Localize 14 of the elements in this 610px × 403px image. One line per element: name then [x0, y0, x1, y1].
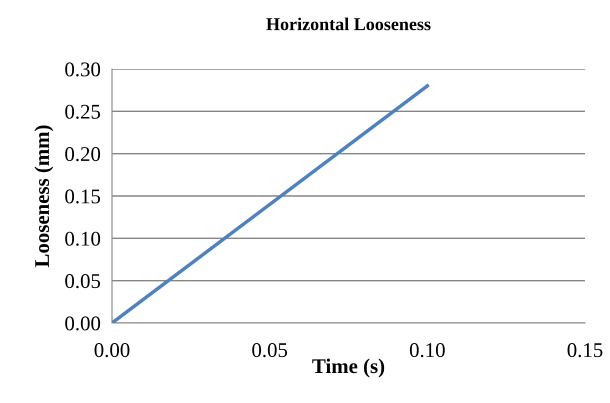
y-tick-label: 0.20 [65, 147, 100, 162]
y-tick-label: 0.15 [65, 189, 100, 204]
x-tick-label: 0.00 [94, 343, 130, 358]
x-axis-title: Time (s) [312, 358, 384, 378]
chart-title: Horizontal Looseness [266, 18, 431, 30]
x-tick-label: 0.05 [252, 343, 288, 358]
y-tick-label: 0.25 [65, 104, 100, 119]
y-tick-label: 0.10 [65, 232, 100, 246]
y-axis-title: Looseness (mm) [34, 125, 54, 268]
y-tick-label: 0.30 [65, 62, 100, 77]
x-tick-label: 0.15 [568, 343, 602, 358]
x-tick-label: 0.10 [410, 343, 445, 358]
y-tick-label: 0.05 [65, 274, 100, 288]
y-tick-label: 0.00 [65, 316, 100, 331]
